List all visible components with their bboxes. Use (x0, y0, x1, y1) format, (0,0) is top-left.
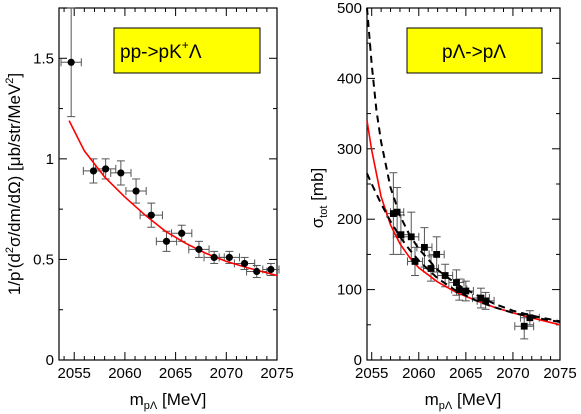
left-x-tick-label: 2060 (108, 365, 141, 382)
right-legend-label: pΛ->pΛ (442, 42, 506, 63)
left-x-axis-title: mpΛ [MeV] (130, 390, 207, 412)
left-data-point (253, 267, 261, 276)
left-data-point (147, 211, 155, 219)
left-x-tick-label: 2070 (210, 365, 243, 382)
left-y-axis-title: 1/p'(d2σ/dm/dΩ) [μb/str/MeV2] (4, 73, 24, 295)
left-x-tick-label: 2055 (58, 365, 91, 382)
left-y-tick-label: 1.5 (33, 50, 54, 67)
left-data-point (67, 58, 75, 66)
left-data-point (132, 187, 140, 195)
left-data-point (195, 245, 203, 253)
right-y-tick-label: 0 (354, 352, 362, 369)
right-data-point (455, 286, 463, 293)
left-data-point (162, 237, 171, 245)
left-legend-label: pp->pK+Λ (120, 38, 202, 63)
right-data-point (441, 272, 449, 279)
right-y-tick-label: 300 (337, 141, 362, 158)
left-data-point (102, 165, 110, 173)
right-data-point (462, 287, 470, 295)
right-fit-curve-black-dashed (366, 7, 561, 323)
left-data-point (267, 265, 275, 274)
right-fit-curve-black-dashed (366, 172, 561, 323)
right-data-point (389, 210, 397, 217)
right-data-point (433, 251, 441, 258)
right-data-point (421, 243, 428, 251)
right-data-point (453, 279, 460, 286)
left-data-point (178, 229, 186, 237)
left-legend-sup: + (182, 38, 189, 52)
right-ticks: 2055 2060 2065 2070 2075 0 100 200 300 400 500 (337, 0, 577, 382)
left-fit-curves (68, 120, 278, 277)
left-legend-box (113, 27, 261, 74)
right-x-tick-label: 2065 (449, 365, 482, 382)
right-y-axis-title: σtot [mb] (308, 168, 330, 229)
left-chart: 2055 2060 2065 2070 2075 0 0.5 1 1.5 pp->pK+Λ 1/… (4, 7, 294, 412)
right-x-tick-label: 2060 (402, 365, 435, 382)
left-data-point (225, 253, 233, 262)
left-y-tick-label: 1 (46, 151, 54, 168)
left-plot-frame (58, 7, 278, 361)
right-x-axis-title: mpΛ [MeV] (425, 390, 502, 412)
right-y-tick-label: 200 (337, 211, 362, 228)
right-legend-box (406, 27, 543, 74)
left-legend-main: pp->pK (120, 42, 182, 63)
right-y-tick-label: 500 (337, 0, 362, 17)
left-y-tick-label: 0 (46, 352, 54, 369)
left-data-point (210, 253, 218, 262)
right-legend: pΛ->pΛ (406, 27, 543, 74)
right-data-point (397, 231, 405, 239)
left-data-point (240, 259, 249, 268)
left-ticks: 2055 2060 2065 2070 2075 0 0.5 1 1.5 (33, 8, 294, 382)
right-x-tick-label: 2070 (496, 365, 529, 382)
right-chart: 2055 2060 2065 2070 2075 0 100 200 300 400 500 pΛ-… (308, 0, 577, 412)
right-data-point (427, 265, 435, 272)
left-legend: pp->pK+Λ (113, 27, 261, 74)
left-legend-suffix: Λ (189, 42, 202, 63)
left-data-point (89, 167, 98, 175)
right-data-point (526, 314, 534, 322)
right-y-tick-label: 400 (337, 70, 362, 87)
right-data-point (411, 258, 419, 265)
right-x-tick-label: 2055 (355, 365, 388, 382)
left-data-points (67, 58, 275, 276)
left-y-tick-label: 0.5 (33, 251, 54, 268)
right-y-tick-label: 100 (337, 282, 362, 299)
left-fit-curve-red-solid (68, 120, 278, 277)
right-data-point (393, 208, 401, 216)
left-data-point (117, 169, 125, 177)
right-data-point (407, 233, 415, 241)
right-data-point (477, 294, 485, 302)
left-x-tick-label: 2075 (260, 365, 293, 382)
left-x-tick-label: 2065 (159, 365, 192, 382)
right-data-point (520, 322, 528, 330)
right-data-point (482, 297, 490, 305)
right-data-points (389, 208, 534, 330)
right-x-tick-label: 2075 (543, 365, 576, 382)
